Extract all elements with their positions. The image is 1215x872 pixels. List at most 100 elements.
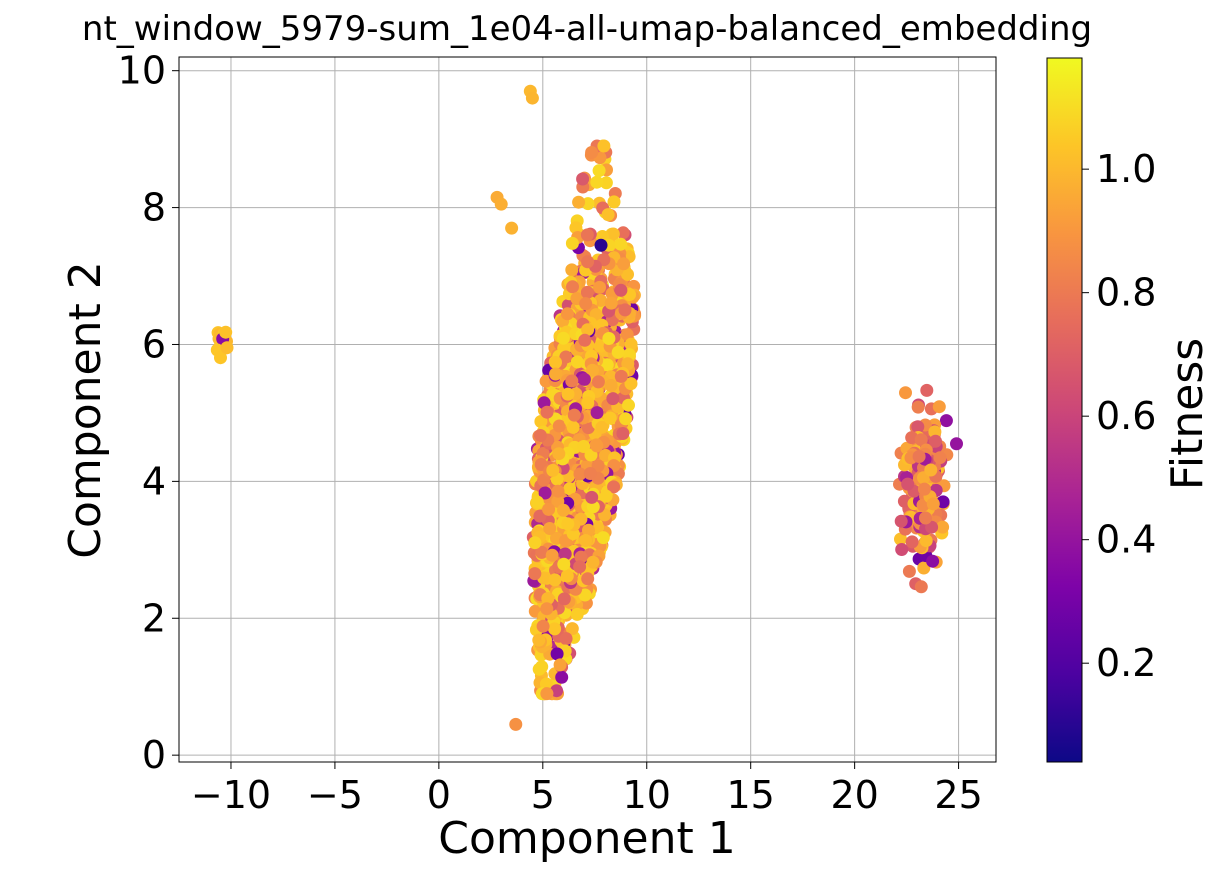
chart-title: nt_window_5979-sum_1e04-all-umap-balance… — [82, 9, 1092, 49]
scatter-point — [624, 377, 638, 391]
scatter-point — [593, 280, 606, 294]
scatter-point — [599, 489, 613, 503]
y-tick-label: 2 — [142, 596, 166, 640]
scatter-point — [560, 307, 574, 321]
scatter-point — [622, 398, 635, 412]
scatter-point — [604, 379, 618, 392]
scatter-point — [621, 267, 634, 281]
scatter-point — [917, 482, 931, 496]
scatter-point — [541, 592, 555, 605]
scatter-point — [950, 437, 964, 451]
scatter-point — [566, 280, 579, 294]
scatter-point — [616, 427, 630, 440]
y-tick-label: 4 — [142, 459, 166, 503]
scatter-point — [601, 208, 615, 222]
scatter-point — [578, 333, 592, 347]
axis-ticks: −10 −5 0 5 10 15 20 25 0 2 4 6 8 10 — [118, 49, 983, 817]
scatter-point — [557, 503, 570, 517]
scatter-point — [570, 607, 584, 621]
scatter-point — [602, 332, 616, 345]
plot-frame — [178, 56, 997, 763]
scatter-point — [899, 386, 912, 400]
scatter-point — [558, 547, 572, 561]
scatter-point — [548, 622, 562, 636]
scatter-point — [577, 440, 591, 453]
scatter-point — [586, 555, 600, 569]
scatter-point — [548, 573, 562, 587]
y-tick-label: 8 — [142, 186, 166, 230]
scatter-point — [569, 221, 583, 235]
scatter-point — [590, 175, 604, 189]
y-tick-label: 6 — [142, 322, 166, 366]
scatter-point — [914, 433, 928, 447]
scatter-point — [546, 463, 560, 477]
scatter-point — [895, 543, 909, 556]
x-axis-label: Component 1 — [438, 813, 735, 864]
scatter-point — [621, 357, 635, 371]
scatter-point — [561, 517, 575, 531]
colorbar-tick-label: 0.6 — [1096, 394, 1156, 438]
scatter-point — [578, 588, 592, 602]
scatter-point — [926, 554, 940, 568]
scatter-point — [936, 520, 950, 534]
scatter-point — [214, 351, 227, 365]
scatter-point — [525, 91, 539, 105]
scatter-point — [591, 375, 605, 389]
scatter-point — [585, 490, 599, 504]
scatter-point — [593, 339, 607, 353]
scatter-point — [596, 531, 610, 545]
scatter-point — [528, 536, 542, 550]
scatter-points — [210, 84, 964, 731]
scatter-point — [894, 514, 908, 528]
colorbar — [1046, 57, 1083, 763]
scatter-point — [565, 374, 579, 388]
scatter-point — [532, 633, 546, 647]
scatter-point — [616, 226, 630, 240]
scatter-point — [592, 164, 606, 178]
scatter-point — [611, 345, 625, 359]
scatter-point — [574, 550, 588, 564]
scatter-point — [572, 195, 586, 209]
scatter-point — [567, 408, 581, 422]
scatter-point — [597, 139, 611, 153]
scatter-point — [919, 534, 933, 548]
scatter-point — [581, 421, 595, 435]
scatter-point — [595, 420, 609, 434]
scatter-point — [911, 420, 925, 434]
scatter-point — [894, 532, 907, 546]
scatter-point — [579, 534, 593, 547]
scatter-point — [581, 396, 595, 410]
y-tick-label: 0 — [142, 733, 166, 777]
scatter-point — [549, 355, 562, 369]
scatter-point — [614, 369, 628, 383]
x-tick-label: 10 — [623, 773, 671, 817]
scatter-point — [618, 303, 632, 317]
scatter-point — [581, 323, 595, 337]
scatter-point — [552, 447, 566, 461]
x-tick-label: 0 — [427, 773, 451, 817]
scatter-point — [617, 257, 631, 271]
scatter-point — [220, 341, 234, 355]
scatter-point — [533, 429, 547, 442]
colorbar-ticks: 0.2 0.4 0.6 0.8 1.0 — [1082, 147, 1156, 685]
x-tick-label: 20 — [830, 773, 878, 817]
scatter-point — [530, 495, 544, 509]
scatter-point — [936, 495, 950, 509]
scatter-point — [912, 450, 926, 463]
scatter-point — [585, 146, 599, 159]
scatter-point — [917, 561, 931, 575]
scatter-point — [607, 480, 621, 494]
scatter-point — [565, 236, 579, 250]
scatter-point — [536, 619, 550, 633]
scatter-point — [565, 622, 579, 636]
scatter-point — [559, 350, 573, 364]
scatter-point — [614, 283, 628, 297]
scatter-point — [916, 498, 930, 512]
scatter-point — [604, 296, 618, 310]
scatter-point — [219, 325, 233, 339]
scatter-point — [590, 406, 604, 420]
scatter-point — [583, 467, 597, 480]
scatter-point — [580, 285, 594, 299]
scatter-point — [606, 227, 620, 241]
